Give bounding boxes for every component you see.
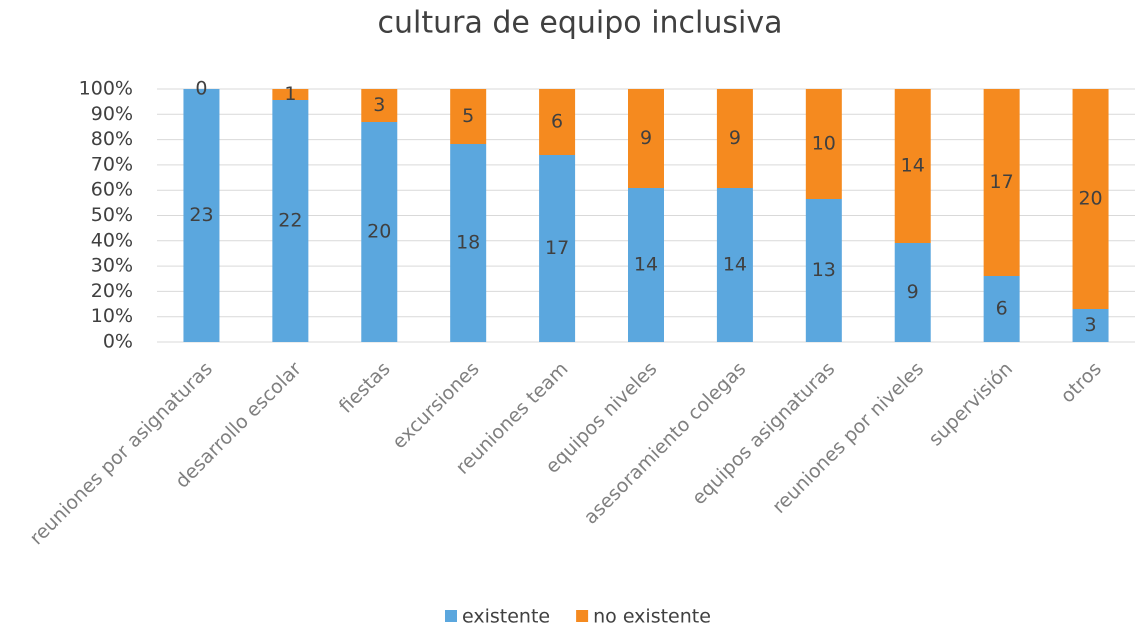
data-label: 18 (456, 232, 480, 254)
y-tick-label: 40% (91, 229, 133, 251)
data-label: 0 (195, 78, 207, 100)
bar-segment (805, 199, 842, 342)
data-label: 9 (640, 127, 652, 149)
data-label: 3 (1084, 314, 1096, 336)
y-tick-label: 50% (91, 204, 133, 226)
y-tick-label: 30% (91, 255, 133, 277)
bar-segment (805, 89, 842, 199)
data-label: 14 (634, 254, 658, 276)
bar-segment (361, 122, 398, 342)
legend-label: no existente (593, 606, 711, 628)
y-tick-label: 70% (91, 153, 133, 175)
bar-segment (539, 155, 576, 342)
data-label: 6 (551, 111, 563, 133)
y-tick-label: 20% (91, 280, 133, 302)
y-tick-label: 90% (91, 103, 133, 125)
bar-segment (716, 89, 753, 188)
legend-swatch (445, 610, 457, 622)
x-tick-label: fiestas (335, 358, 395, 418)
y-tick-label: 80% (91, 128, 133, 150)
data-label: 3 (373, 94, 385, 116)
y-tick-label: 60% (91, 179, 133, 201)
bar-segment (361, 89, 398, 122)
chart-title: cultura de equipo inclusiva (378, 6, 783, 41)
data-label: 17 (990, 171, 1014, 193)
x-tick-label: otros (1056, 358, 1105, 407)
bar-segment (983, 276, 1020, 342)
x-tick-label: reuniones por niveles (768, 358, 928, 518)
y-tick-label: 10% (91, 305, 133, 327)
data-label: 10 (812, 133, 836, 155)
data-label: 9 (729, 127, 741, 149)
x-tick-label: excursiones (388, 358, 483, 453)
data-label: 9 (907, 281, 919, 303)
bar-segment (183, 89, 220, 342)
data-label: 14 (723, 254, 747, 276)
data-label: 17 (545, 237, 569, 259)
bar-segment (1072, 89, 1109, 309)
data-label: 6 (996, 298, 1008, 320)
data-label: 1 (284, 83, 296, 105)
legend-label: existente (462, 606, 550, 628)
data-label: 22 (278, 210, 302, 232)
data-label: 23 (189, 204, 213, 226)
bar-segment (894, 89, 931, 243)
bar-segment (628, 89, 664, 188)
bar-segment (628, 188, 664, 342)
bar-segment (983, 89, 1020, 276)
data-label: 14 (901, 155, 925, 177)
x-tick-label: supervisión (925, 358, 1018, 451)
bar-segment (450, 89, 487, 144)
bar-segment (539, 89, 576, 155)
x-tick-label: reuniones por asignaturas (25, 358, 216, 549)
legend-swatch (576, 610, 589, 622)
y-tick-label: 0% (103, 331, 133, 353)
bar-segment (272, 89, 309, 100)
bar-segment (1072, 309, 1109, 342)
bar-segment (272, 100, 309, 342)
bar-segment (716, 188, 753, 342)
bar-segment (450, 144, 487, 342)
data-label: 20 (367, 221, 391, 243)
y-tick-label: 100% (79, 78, 133, 100)
data-label: 13 (812, 259, 836, 281)
data-label: 5 (462, 105, 474, 127)
x-tick-label: asesoramiento colegas (580, 358, 751, 529)
x-tick-label: equipos asignaturas (688, 358, 839, 509)
data-label: 20 (1078, 188, 1102, 210)
bar-segment (894, 243, 931, 342)
